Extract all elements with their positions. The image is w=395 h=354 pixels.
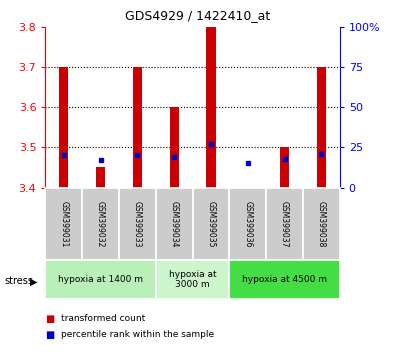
Text: stress: stress — [4, 276, 33, 286]
Bar — [229, 188, 266, 260]
Bar — [82, 188, 119, 260]
Bar — [317, 67, 326, 188]
Bar — [59, 67, 68, 188]
Bar — [266, 188, 303, 260]
Text: hypoxia at
3000 m: hypoxia at 3000 m — [169, 270, 216, 289]
Text: hypoxia at 1400 m: hypoxia at 1400 m — [58, 275, 143, 284]
Bar — [156, 188, 193, 260]
Bar — [193, 188, 229, 260]
Bar — [280, 147, 289, 188]
Text: ■: ■ — [45, 330, 55, 339]
Text: GSM399036: GSM399036 — [243, 201, 252, 247]
Bar — [119, 188, 156, 260]
Bar — [45, 260, 156, 299]
Text: GSM399031: GSM399031 — [59, 201, 68, 247]
Bar — [229, 260, 340, 299]
Bar — [169, 107, 179, 188]
Text: GSM399033: GSM399033 — [133, 201, 142, 247]
Text: GSM399034: GSM399034 — [170, 201, 179, 247]
Text: hypoxia at 4500 m: hypoxia at 4500 m — [242, 275, 327, 284]
Text: GSM399032: GSM399032 — [96, 201, 105, 247]
Bar — [156, 260, 229, 299]
Text: GSM399038: GSM399038 — [317, 201, 326, 247]
Text: ■: ■ — [45, 314, 55, 324]
Text: transformed count: transformed count — [61, 314, 145, 323]
Text: ▶: ▶ — [30, 276, 37, 286]
Bar — [303, 188, 340, 260]
Bar — [206, 27, 216, 188]
Text: GSM399035: GSM399035 — [207, 201, 215, 247]
Bar — [133, 67, 142, 188]
Text: GSM399037: GSM399037 — [280, 201, 289, 247]
Bar — [45, 188, 82, 260]
Bar — [96, 167, 105, 188]
Text: percentile rank within the sample: percentile rank within the sample — [61, 330, 214, 339]
Text: GDS4929 / 1422410_at: GDS4929 / 1422410_at — [125, 9, 270, 22]
